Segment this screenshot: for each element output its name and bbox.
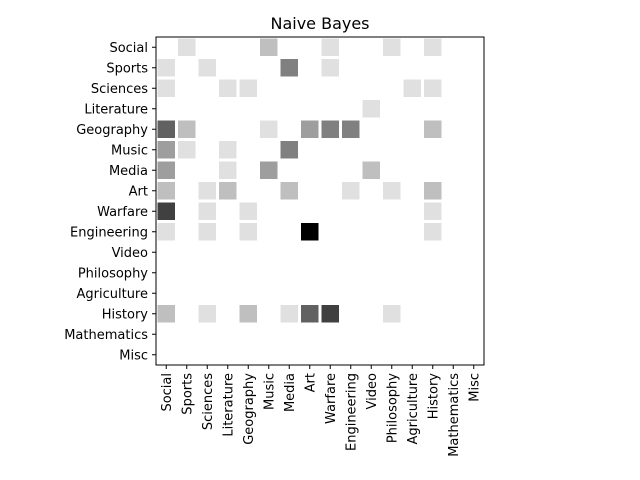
heatmap-cell [424, 79, 442, 97]
heatmap-cell [157, 141, 175, 159]
heatmap-cell [362, 161, 380, 179]
heatmap-cell [301, 120, 319, 138]
heatmap-cell [157, 202, 175, 220]
heatmap-cell [157, 223, 175, 241]
heatmap-cell [157, 79, 175, 97]
heatmap-cell [383, 305, 401, 323]
y-tick-label: Geography [76, 123, 148, 138]
heatmap-cell [280, 182, 298, 200]
y-tick-label: Music [111, 143, 148, 158]
x-tick-label: Agriculture [406, 373, 421, 445]
x-tick-label: Warfare [324, 373, 339, 424]
heatmap-cell [157, 59, 175, 77]
heatmap-cell [178, 120, 196, 138]
x-axis: Social Sports Sciences Literature Geography M… [160, 365, 482, 457]
x-tick-label: Sports [180, 373, 195, 415]
heatmap-cell [383, 182, 401, 200]
heatmap-cell [424, 223, 442, 241]
heatmap-cell [424, 182, 442, 200]
heatmap-cell [198, 182, 216, 200]
y-tick-label: Sciences [91, 82, 148, 97]
y-tick-label: Agriculture [77, 287, 149, 302]
y-tick-label: Engineering [70, 225, 148, 240]
heatmap-cell [157, 182, 175, 200]
x-tick-label: Philosophy [385, 373, 400, 443]
heatmap-cell [424, 38, 442, 56]
x-tick-label: Video [365, 373, 380, 409]
x-tick-label: Art [303, 373, 318, 392]
heatmap-cell [198, 59, 216, 77]
heatmap-cell [383, 38, 401, 56]
heatmap-cell [342, 120, 360, 138]
heatmap-cell [321, 38, 339, 56]
y-tick-label: Warfare [97, 205, 148, 220]
x-tick-label: Literature [221, 373, 236, 437]
heatmap-cell [362, 100, 380, 118]
heatmap-cell [280, 141, 298, 159]
heatmap-cell [260, 38, 278, 56]
heatmap-cell [301, 223, 319, 241]
heatmap-cell [301, 305, 319, 323]
heatmap-cell [342, 182, 360, 200]
x-tick-label: Social [160, 373, 175, 412]
heatmap-cell [424, 202, 442, 220]
x-tick-label: Engineering [344, 373, 359, 451]
y-tick-label: Misc [119, 348, 148, 363]
heatmap-cell [198, 223, 216, 241]
x-tick-label: Mathematics [447, 373, 462, 457]
heatmap-cell [403, 79, 421, 97]
heatmap-cell [157, 120, 175, 138]
y-tick-label: Video [112, 246, 148, 261]
y-tick-label: History [102, 307, 149, 322]
heatmap-cell [157, 305, 175, 323]
heatmap-cell [178, 38, 196, 56]
heatmap-cell [219, 141, 237, 159]
heatmap-cell [239, 223, 257, 241]
heatmap-cell [239, 202, 257, 220]
heatmap-cell [260, 161, 278, 179]
heatmap-cell [239, 305, 257, 323]
x-tick-label: Sciences [201, 373, 216, 430]
y-tick-label: Art [129, 184, 148, 199]
y-tick-label: Sports [106, 61, 148, 76]
heatmap-cell [219, 161, 237, 179]
x-tick-label: Geography [242, 373, 257, 445]
heatmap-cell [198, 202, 216, 220]
heatmap-cell [321, 305, 339, 323]
heatmap-cell [178, 141, 196, 159]
heatmap-cell [219, 79, 237, 97]
x-tick-label: Music [262, 373, 277, 410]
x-tick-label: Media [283, 373, 298, 412]
y-tick-label: Social [109, 41, 148, 56]
y-tick-label: Mathematics [64, 328, 148, 343]
heatmap-cell [239, 79, 257, 97]
heatmap-cell [219, 182, 237, 200]
heatmap-cell [198, 305, 216, 323]
x-tick-label: Misc [467, 373, 482, 402]
heatmap-cell [321, 120, 339, 138]
y-tick-label: Philosophy [78, 266, 148, 281]
x-tick-label: History [426, 373, 441, 420]
plot-frame [155, 36, 485, 366]
heatmap-cell [280, 59, 298, 77]
heatmap-cell [260, 120, 278, 138]
heatmap-cell [280, 305, 298, 323]
y-axis: Social Sports Sciences Literature Geography M… [64, 41, 156, 363]
heatmap-cell [321, 59, 339, 77]
heatmap-cell [157, 161, 175, 179]
heatmap-cell [424, 120, 442, 138]
y-tick-label: Literature [84, 102, 148, 117]
chart-title: Naive Bayes [270, 14, 369, 33]
heatmap-cells [157, 38, 442, 323]
y-tick-label: Media [109, 164, 148, 179]
